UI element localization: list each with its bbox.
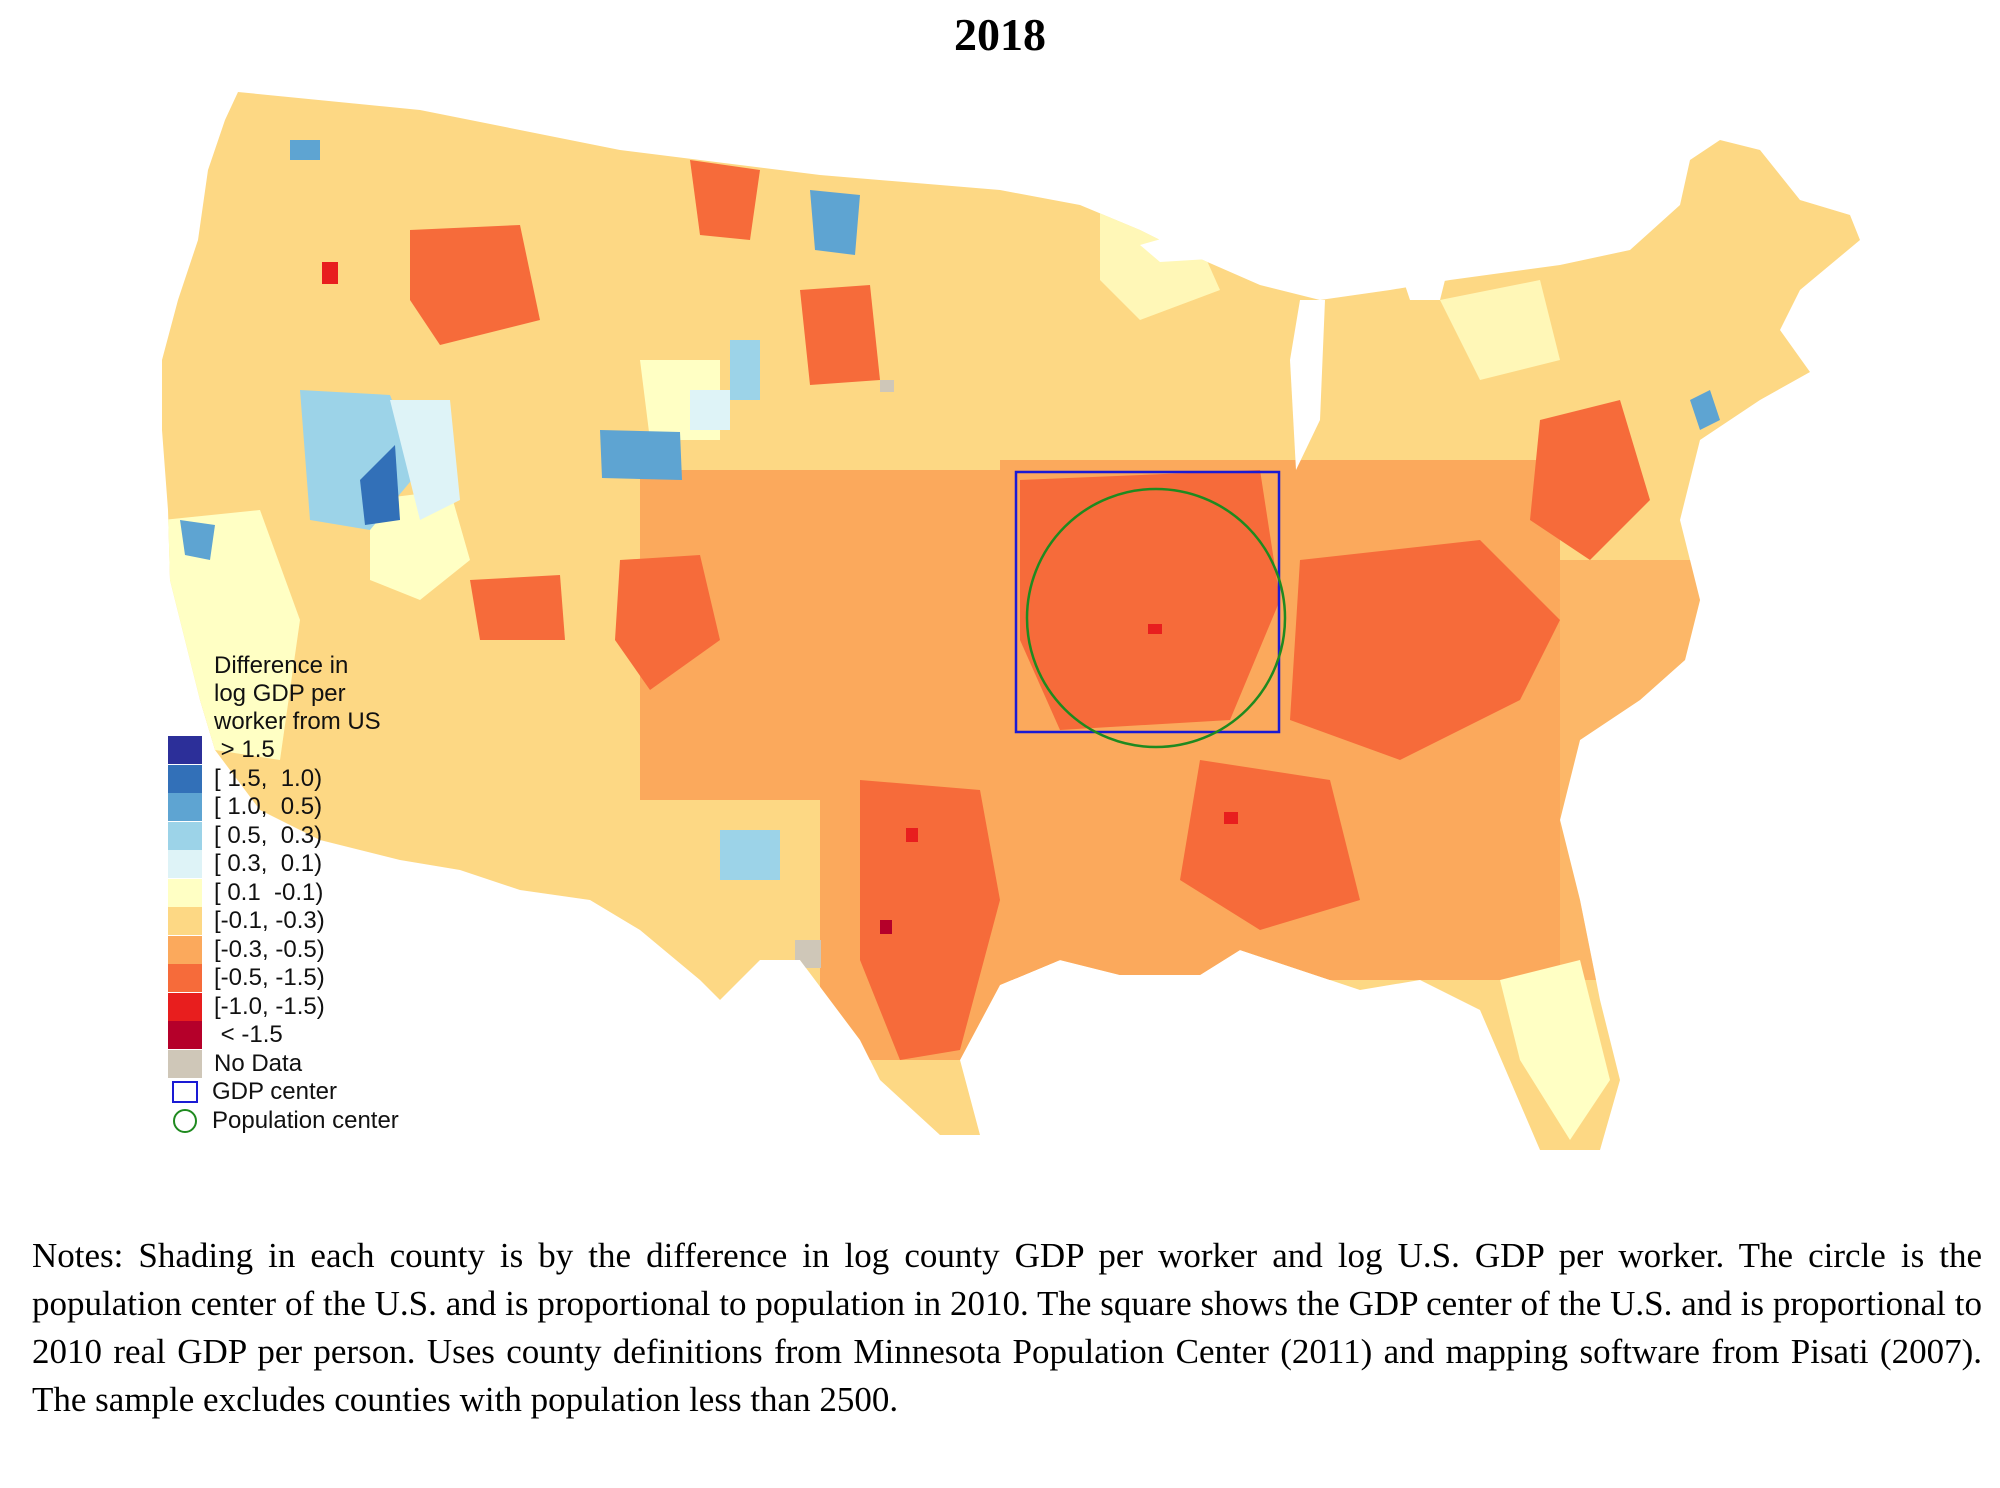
legend-swatch: [168, 878, 202, 907]
legend-row: [ 0.5, 0.3): [168, 821, 454, 851]
legend-label: [-0.3, -0.5): [214, 935, 325, 963]
gdp-center-square: [1014, 470, 1281, 734]
legend-swatch: [168, 992, 202, 1021]
legend-row: [-0.3, -0.5): [168, 935, 454, 965]
legend-row: No Data: [168, 1049, 454, 1079]
legend-row: [ 1.0, 0.5): [168, 793, 454, 822]
legend-label: GDP center: [212, 1078, 337, 1106]
legend-swatch: [168, 736, 202, 765]
legend-title: Difference in log GDP per worker from US: [214, 652, 381, 735]
legend-label: [ 1.0, 0.5): [214, 793, 323, 821]
population-center-swatch: [173, 1108, 197, 1133]
legend-swatch: [168, 764, 202, 793]
legend-swatch: [168, 964, 202, 993]
map-legend: Difference in log GDP per worker from US…: [168, 652, 454, 1135]
legend-row-gdp-center: GDP center: [168, 1078, 454, 1107]
legend-items: > 1.5[ 1.5, 1.0)[ 1.0, 0.5)[ 0.5, 0.3)[ …: [168, 736, 454, 1078]
legend-label: [-0.1, -0.3): [214, 907, 325, 935]
legend-row: [ 0.1 -0.1): [168, 878, 454, 908]
legend-swatch: [168, 793, 202, 822]
legend-swatch: [168, 821, 202, 850]
legend-row: [-0.5, -1.5): [168, 964, 454, 993]
legend-label: [ 0.5, 0.3): [214, 821, 323, 849]
legend-swatch: [168, 935, 202, 964]
legend-swatch: [168, 907, 202, 936]
figure-notes: Notes: Shading in each county is by the …: [32, 1236, 1982, 1419]
legend-label: [-1.0, -1.5): [214, 992, 325, 1020]
legend-row-population-center: Population center: [168, 1107, 454, 1136]
legend-row: [-0.1, -0.3): [168, 907, 454, 936]
legend-label: < -1.5: [214, 1021, 283, 1049]
legend-swatch: [168, 1021, 202, 1050]
legend-label: [ 1.5, 1.0): [214, 764, 323, 792]
legend-label: Population center: [212, 1106, 399, 1134]
legend-swatch: [168, 850, 202, 879]
legend-label: > 1.5: [214, 736, 275, 764]
legend-label: No Data: [214, 1049, 303, 1077]
gdp-center-swatch: [172, 1081, 198, 1104]
legend-row: [ 1.5, 1.0): [168, 764, 454, 794]
legend-swatch: [168, 1049, 202, 1078]
population-center-circle: [1025, 487, 1287, 749]
map-title: 2018: [954, 9, 1046, 60]
legend-row: < -1.5: [168, 1021, 454, 1050]
legend-label: [ 0.3, 0.1): [214, 850, 323, 878]
legend-label: [ 0.1 -0.1): [214, 878, 324, 906]
legend-label: [-0.5, -1.5): [214, 964, 325, 992]
us-county-map: [162, 92, 1860, 1150]
great-lakes: [1140, 228, 1450, 470]
legend-row: [ 0.3, 0.1): [168, 850, 454, 879]
legend-row: [-1.0, -1.5): [168, 992, 454, 1022]
legend-row: > 1.5: [168, 736, 454, 765]
